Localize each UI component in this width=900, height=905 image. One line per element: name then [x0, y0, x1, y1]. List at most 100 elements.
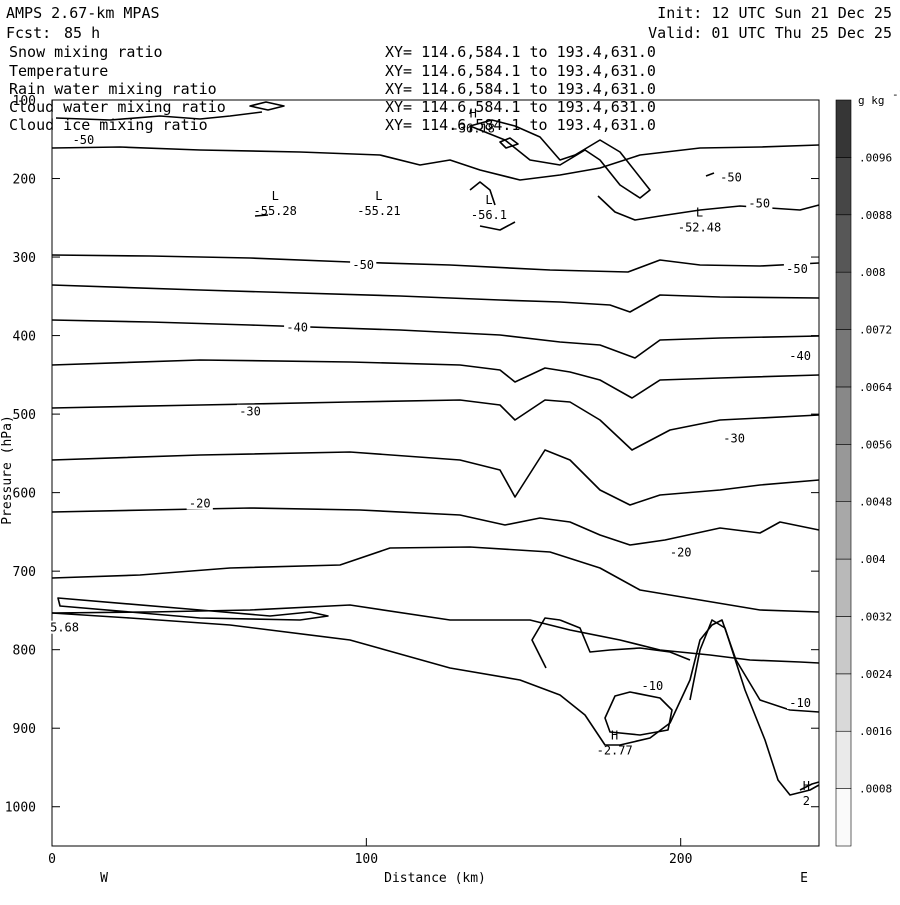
- contour-labels: -50 -50 -50 -50 -50 -40 -40 -30 -30 -20 -20 -10 -10 5…: [47, 107, 814, 808]
- y-axis-title: Pressure (hPa): [0, 415, 15, 525]
- legend-xy: XY= 114.6,584.1 to 193.4,631.0: [385, 80, 656, 98]
- colorbar-unit: g kg: [858, 94, 885, 107]
- contour-label: -30: [239, 405, 261, 419]
- contour-line: [51, 449, 820, 506]
- legend-xy: XY= 114.6,584.1 to 193.4,631.0: [385, 98, 656, 116]
- contour-label: -40: [789, 349, 811, 363]
- colorbar-swatch: [835, 558, 852, 617]
- colorbar-swatch: [835, 616, 852, 675]
- high-marker: H-2.77: [597, 729, 633, 758]
- legend-xy: XY= 114.6,584.1 to 193.4,631.0: [385, 43, 656, 61]
- low-marker: L-56.1: [471, 193, 507, 222]
- extremum-value: -36.18: [452, 122, 495, 136]
- colorbar-label: .0032: [859, 610, 892, 623]
- colorbar-swatch: [835, 214, 852, 273]
- y-tick-label: 100: [13, 94, 36, 109]
- contour-label-bg: [350, 257, 377, 271]
- colorbar-unit-exponent: -1: [892, 88, 900, 101]
- contour-line: [51, 359, 820, 399]
- contour-line: [469, 119, 651, 199]
- x-tick-label: 200: [669, 852, 692, 867]
- contour-label-bg: [667, 545, 694, 559]
- extremum-value: -55.28: [254, 204, 297, 218]
- colorbar-swatch: [835, 673, 852, 732]
- extremum-letter: L: [696, 206, 703, 220]
- contour-label-bg: [236, 404, 264, 418]
- header: AMPS 2.67-km MPAS Init: 12 UTC Sun 21 De…: [6, 4, 892, 42]
- x-axis-title: Distance (km): [384, 871, 486, 886]
- colorbar-swatch: [835, 271, 852, 330]
- legend-xy: XY= 114.6,584.1 to 193.4,631.0: [385, 62, 656, 80]
- colorbar-swatch: [835, 157, 852, 216]
- forecast-label: Fcst:: [6, 24, 51, 42]
- forecast-hour: 85 h: [64, 24, 100, 42]
- y-tick-label: 500: [13, 408, 36, 423]
- contour-line: [479, 221, 516, 231]
- y-tick-label: 200: [13, 173, 36, 188]
- extremum-letter: H: [470, 107, 477, 121]
- contour-line: [799, 781, 820, 791]
- contour-label: -50: [352, 258, 374, 272]
- colorbar-label: .0024: [859, 668, 892, 681]
- contour-label: 5.68: [50, 621, 79, 635]
- contour-line: [499, 137, 519, 149]
- colorbar-label: .0016: [859, 725, 892, 738]
- contour-label: -50: [786, 262, 808, 276]
- low-marker: L-55.28: [254, 189, 297, 218]
- legend-name: Rain water mixing ratio: [9, 80, 217, 98]
- contour-label-bg: [746, 196, 773, 210]
- contour-label-bg: [186, 496, 213, 510]
- legend-name: Temperature: [9, 62, 108, 80]
- y-tick-label: 700: [13, 565, 36, 580]
- contour-label-bg: [47, 620, 82, 634]
- extremum-value: -52.48: [678, 221, 721, 235]
- west-label: W: [100, 871, 108, 886]
- high-marker: H2: [803, 779, 810, 808]
- y-tick-label: 800: [13, 644, 36, 659]
- legend-name: Cloud water mixing ratio: [9, 98, 226, 116]
- contour-label-bg: [70, 133, 97, 147]
- contour-line: [604, 691, 673, 736]
- contour-label: -10: [789, 696, 811, 710]
- y-tick-label: 300: [13, 251, 36, 266]
- contour-label: -50: [748, 197, 770, 211]
- x-tick-label: 100: [355, 852, 378, 867]
- contour-label: -20: [670, 545, 692, 559]
- contour-line: [51, 399, 820, 451]
- colorbar-swatch: [835, 99, 852, 158]
- valid-time: Valid: 01 UTC Thu 25 Dec 25: [648, 24, 892, 42]
- contour-label-bg: [717, 170, 745, 184]
- colorbar: g kg -1 .0008 .0016 .0024 .0032 .004 .0048 .00…: [835, 88, 900, 847]
- extremum-letter: H: [803, 779, 810, 793]
- contour-line: [597, 195, 820, 221]
- contour-line: [559, 619, 691, 661]
- contour-label: -40: [286, 321, 308, 335]
- colorbar-label: .004: [859, 553, 886, 566]
- contour-label-bg: [721, 431, 748, 445]
- contour-line: [51, 507, 820, 546]
- colorbar-label: .008: [859, 266, 886, 279]
- contour-line: [51, 319, 820, 359]
- contour-label: -10: [642, 679, 664, 693]
- y-tick-label: 400: [13, 330, 36, 345]
- low-marker: L-52.48: [678, 206, 721, 235]
- colorbar-label: .0008: [859, 783, 892, 796]
- contour-label-bg: [284, 320, 311, 334]
- extremum-value: -55.21: [357, 204, 400, 218]
- colorbar-swatch: [835, 386, 852, 445]
- contour-label: -30: [723, 431, 745, 445]
- colorbar-label: .0064: [859, 381, 892, 394]
- axes: 100 200 300 400 500 600 700 800 900 1000 0 100 200: [5, 94, 819, 867]
- colorbar-label: .0048: [859, 496, 892, 509]
- contour-label: -50: [73, 133, 95, 147]
- contour-line: [51, 546, 820, 613]
- extremum-value: 2: [803, 794, 810, 808]
- legend-name: Snow mixing ratio: [9, 43, 163, 61]
- contour-line: [689, 619, 820, 796]
- extremum-letter: L: [485, 193, 492, 207]
- colorbar-swatch: [835, 501, 852, 560]
- contour-line: [51, 144, 820, 181]
- colorbar-swatch: [835, 444, 852, 502]
- contour-label-bg: [787, 348, 814, 362]
